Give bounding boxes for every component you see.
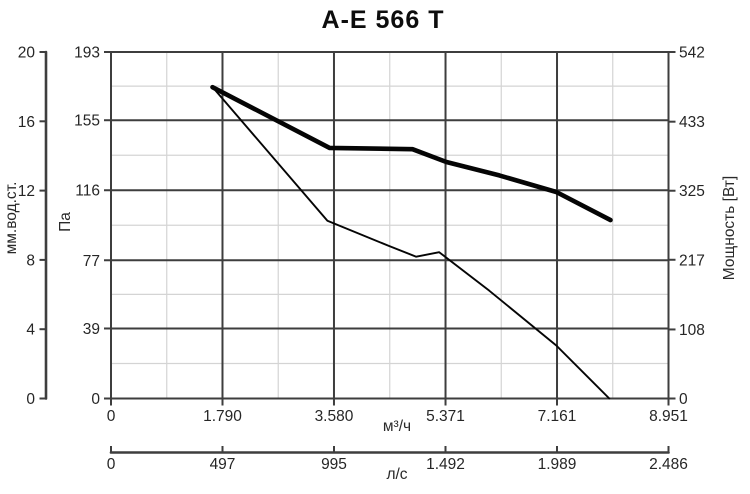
tick-label-ls: 1.492: [426, 456, 465, 473]
tick-label-m3h: 1.790: [203, 408, 242, 425]
tick-label-power: 433: [679, 114, 705, 131]
tick-label-mm-water: 4: [26, 322, 35, 339]
tick-label-power: 217: [679, 252, 705, 269]
tick-label-mm-water: 12: [18, 183, 35, 200]
tick-labels: 0 4 8 12 16 20 0 39 77 116 155 193 0 108 217 325 433 542 0…: [18, 45, 705, 474]
tick-label-m3h: 8.951: [649, 408, 688, 425]
curves: [210, 84, 613, 400]
tick-label-m3h: 3.580: [315, 408, 354, 425]
tick-label-pa: 155: [74, 113, 100, 130]
chart-title: A-E 566 T: [322, 6, 445, 34]
tick-label-power: 542: [679, 45, 705, 62]
tick-label-power: 108: [679, 322, 705, 339]
tick-label-pa: 0: [91, 391, 100, 408]
grid: [110, 51, 670, 400]
axis-title-power: Мощность [Вт]: [721, 176, 738, 280]
tick-label-power: 0: [679, 391, 688, 408]
tick-label-m3h: 5.371: [426, 408, 465, 425]
tick-label-mm-water: 16: [18, 114, 35, 131]
tick-label-mm-water: 8: [26, 252, 35, 269]
tick-label-ls: 497: [210, 456, 236, 473]
axis-title-ls: л/с: [386, 466, 407, 483]
tick-label-pa: 116: [75, 183, 100, 200]
tick-label-mm-water: 20: [18, 45, 36, 62]
pressure-curve: [211, 86, 611, 400]
axis-titles: мм.вод.ст. Па Мощность [Вт] м³/ч л/с: [3, 176, 738, 483]
tick-label-ls: 995: [321, 456, 347, 473]
power-curve: [210, 84, 613, 223]
tick-label-pa: 77: [83, 253, 100, 270]
tick-label-pa: 39: [83, 321, 100, 338]
tick-label-mm-water: 0: [26, 391, 35, 408]
tick-label-pa: 193: [74, 45, 100, 62]
axis-title-mm-water: мм.вод.ст.: [3, 182, 20, 255]
tick-label-ls: 0: [107, 456, 116, 473]
axes: [39, 50, 676, 454]
axis-title-m3h: м³/ч: [383, 418, 411, 435]
tick-label-power: 325: [679, 183, 705, 200]
tick-label-ls: 2.486: [649, 456, 688, 473]
axis-title-pa: Па: [57, 212, 74, 232]
tick-label-m3h: 7.161: [538, 408, 577, 425]
tick-label-ls: 1.989: [538, 456, 577, 473]
tick-label-m3h: 0: [107, 408, 116, 425]
